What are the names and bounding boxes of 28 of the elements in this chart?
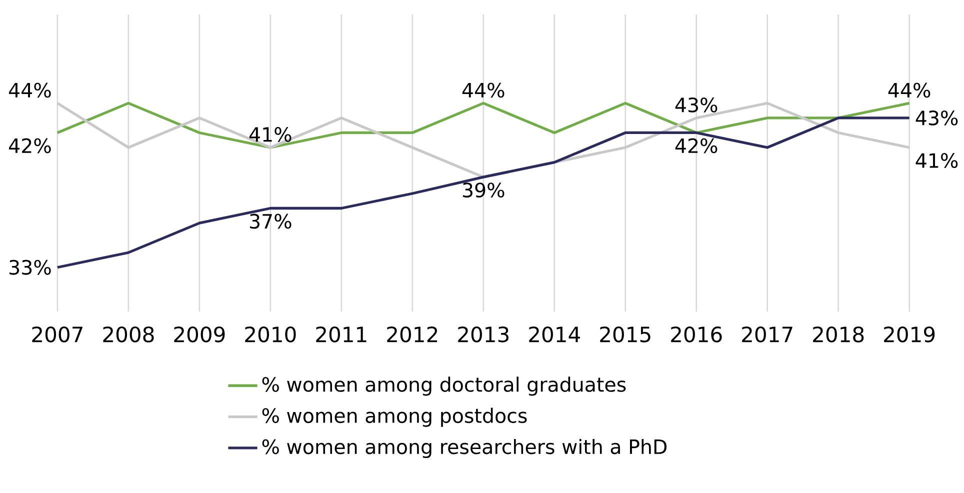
x-tick-label: 2016 [671, 326, 722, 342]
x-tick-label: 2010 [245, 326, 296, 342]
x-tick-label: 2018 [813, 326, 864, 342]
x-tick-label: 2019 [884, 326, 935, 342]
annotation: 37% [250, 214, 292, 229]
annotation: 39% [462, 182, 504, 198]
annotation: 44% [462, 82, 504, 98]
annotation: 42% [675, 138, 718, 154]
legend-label: % women among doctoral graduates [262, 376, 626, 396]
x-tick-label: 2015 [600, 326, 650, 342]
annotation: 44% [9, 82, 51, 98]
x-tick-label: 2014 [529, 326, 580, 342]
legend-label: % women among postdocs [262, 408, 527, 427]
annotation: 41% [916, 152, 958, 168]
x-tick-label: 2017 [742, 326, 792, 342]
annotation: 41% [249, 126, 292, 142]
annotation: 43% [916, 110, 958, 126]
x-tick-label: 2007 [32, 326, 82, 342]
legend-label: % women among researchers with a PhD [262, 438, 667, 458]
x-tick-label: 2012 [387, 326, 438, 342]
x-tick-label: 2008 [103, 326, 154, 342]
annotation: 33% [10, 260, 51, 275]
annotation: 42% [9, 138, 51, 154]
x-tick-label: 2009 [174, 326, 225, 342]
x-tick-label: 2013 [458, 326, 508, 342]
annotation: 44% [888, 82, 930, 98]
annotation: 43% [675, 97, 718, 112]
x-tick-label: 2011 [316, 326, 366, 342]
